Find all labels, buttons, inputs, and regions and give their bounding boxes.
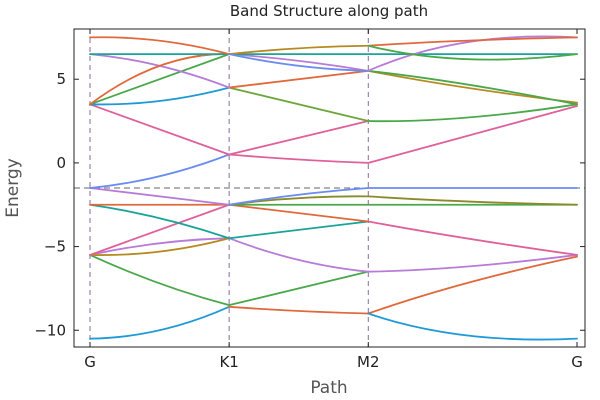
band-line-20 (89, 187, 231, 206)
band-line-23 (89, 153, 231, 189)
chart-title: Band Structure along path (230, 2, 428, 20)
band-line-41 (89, 36, 231, 56)
y-tick-label: −5 (44, 238, 66, 256)
y-tick-label: −10 (34, 321, 66, 339)
band-line-36 (89, 53, 231, 89)
band-line-28 (367, 103, 578, 123)
x-tick-label: M2 (357, 353, 380, 371)
band-line-12 (89, 203, 231, 256)
band-line-44 (367, 35, 578, 72)
band-line-21 (228, 187, 370, 206)
x-axis-label: Path (310, 378, 347, 398)
y-axis-label: Energy (3, 158, 23, 218)
x-tick-label: K1 (219, 353, 238, 371)
x-tick-label: G (84, 353, 96, 371)
band-line-29 (228, 86, 370, 122)
band-line-4 (89, 254, 231, 307)
band-line-42 (228, 44, 370, 56)
band-line-3 (367, 312, 578, 341)
band-line-9 (89, 237, 231, 256)
band-line-1 (228, 305, 370, 315)
band-line-10 (228, 220, 370, 240)
band-line-25 (367, 105, 578, 164)
band-line-5 (228, 270, 370, 307)
band-line-2 (367, 255, 578, 315)
y-tick-label: 0 (56, 154, 66, 172)
band-line-35 (367, 69, 578, 106)
band-line-34 (228, 53, 370, 72)
y-tick-label: 5 (56, 70, 66, 88)
band-line-26 (89, 103, 231, 156)
band-lines (89, 35, 578, 341)
band-line-24 (228, 153, 370, 164)
band-line-27 (228, 120, 370, 156)
band-line-0 (89, 305, 231, 340)
band-line-30 (89, 86, 231, 106)
band-line-8 (367, 254, 578, 273)
band-line-31 (228, 69, 370, 89)
band-line-13 (89, 203, 231, 240)
band-line-33 (89, 53, 231, 106)
band-line-45 (367, 36, 578, 47)
plot-frame (73, 28, 586, 348)
band-line-11 (367, 220, 578, 256)
band-line-18 (367, 195, 578, 206)
band-line-43 (228, 53, 370, 72)
x-tick-label: G (571, 353, 583, 371)
band-line-14 (228, 203, 370, 223)
band-line-46 (367, 44, 578, 61)
band-line-6 (89, 237, 231, 256)
band-line-7 (228, 237, 370, 273)
axis-ticks: G K1 M2 G −10 −5 0 5 (34, 29, 585, 371)
